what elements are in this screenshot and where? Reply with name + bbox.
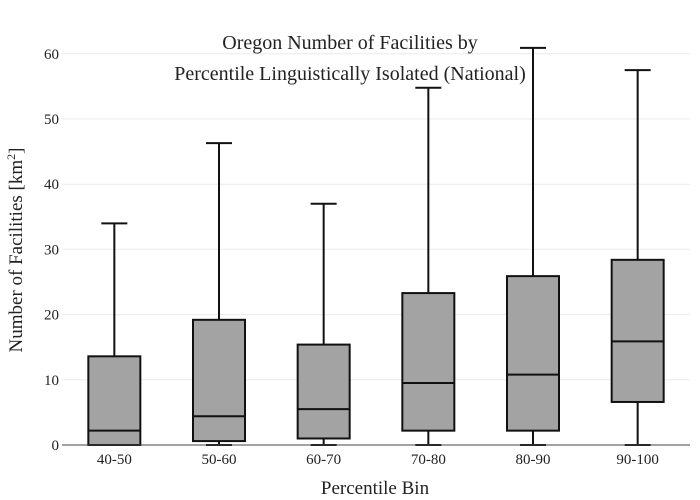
box-80-90	[506, 46, 560, 446]
box-40-50	[87, 222, 142, 446]
iqr-box	[610, 258, 665, 403]
x-tick-label: 40-50	[97, 452, 132, 468]
y-tick-label: 0	[52, 438, 60, 454]
box-50-60	[192, 142, 246, 446]
chart-title-line-1: Oregon Number of Facilities by	[222, 32, 478, 54]
iqr-box	[506, 275, 560, 432]
y-axis-title-main: Number of Facilities [km	[6, 160, 27, 353]
y-tick-label: 40	[44, 177, 59, 193]
iqr-box	[192, 318, 246, 443]
y-tick-label: 30	[44, 242, 59, 258]
x-tick-label: 60-70	[306, 452, 341, 468]
x-axis-title: Percentile Bin	[321, 478, 430, 499]
y-tick-labels: 0 10 20 30 40 50 60	[44, 47, 59, 454]
x-tick-label: 90-100	[616, 452, 659, 468]
chart-title-line-2: Percentile Linguistically Isolated (Nati…	[174, 63, 526, 85]
y-tick-label: 20	[44, 308, 59, 324]
y-tick-label: 50	[44, 112, 59, 128]
y-tick-label: 60	[44, 47, 59, 63]
box-60-70	[296, 202, 351, 446]
x-tick-label: 50-60	[202, 452, 237, 468]
y-axis-title-end: ]	[6, 148, 27, 154]
x-tick-labels: 40-50 50-60 60-70 70-80 80-90 90-100	[97, 452, 659, 468]
iqr-box	[87, 355, 142, 446]
box-90-100	[610, 69, 665, 446]
x-tick-label: 80-90	[516, 452, 551, 468]
gridlines	[62, 53, 690, 381]
iqr-box	[401, 292, 456, 432]
y-tick-label: 10	[44, 373, 59, 389]
y-axis-title-superscript: 2	[4, 154, 18, 160]
iqr-box	[296, 343, 351, 440]
x-tick-label: 70-80	[411, 452, 446, 468]
box-70-80	[401, 86, 456, 446]
y-axis-title: Number of Facilities [km2]	[4, 148, 27, 353]
plot-area	[87, 46, 665, 446]
